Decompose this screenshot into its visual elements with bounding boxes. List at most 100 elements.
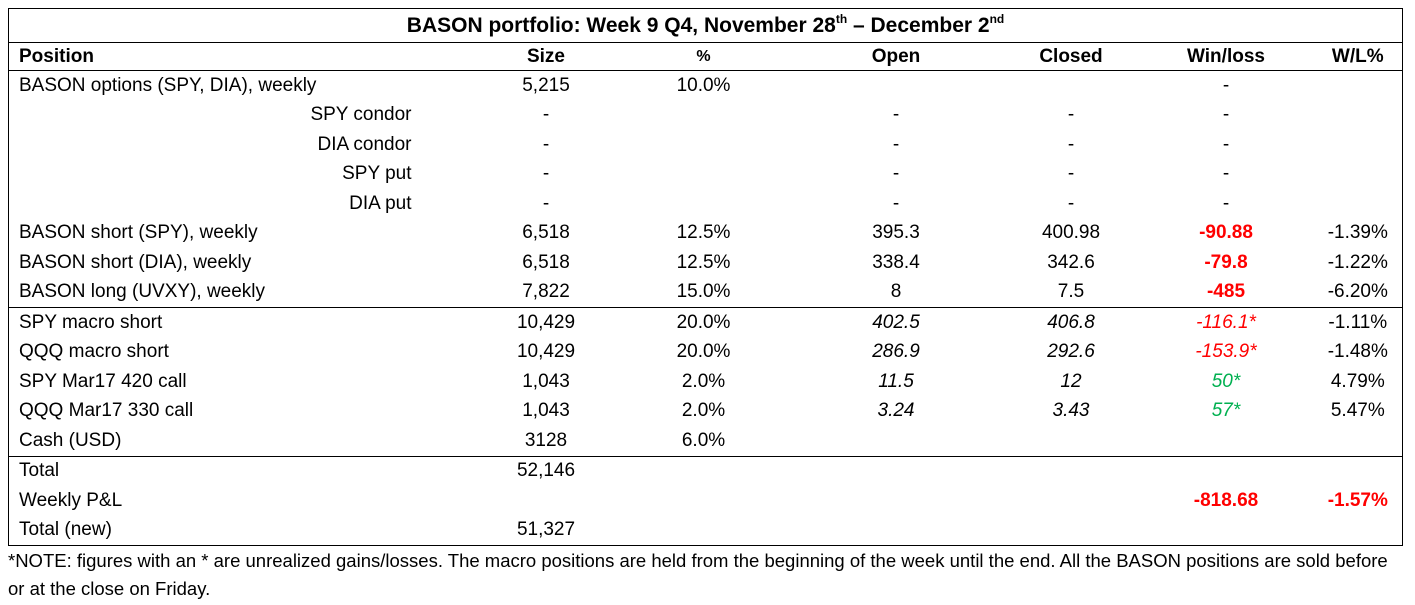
cell-win-loss: [1159, 426, 1314, 456]
cell-closed: -: [1067, 192, 1075, 214]
cell-win-loss: -: [1222, 192, 1230, 214]
cell-closed: 292.6: [1047, 341, 1095, 363]
cell-open: 395.3: [872, 222, 920, 244]
cell-open: 338.4: [872, 251, 920, 273]
cell-closed: 3.43: [1052, 400, 1090, 422]
table-row: BASON long (UVXY), weekly 7,822 15.0% 8 …: [8, 277, 1404, 308]
table-row: QQQ Mar17 330 call 1,043 2.0% 3.24 3.43 …: [8, 396, 1404, 426]
cell-closed: 406.8: [983, 307, 1159, 338]
cell-win-loss: -485: [1206, 281, 1246, 303]
cell-win-loss-percent: -6.20%: [1313, 277, 1404, 308]
cell-position: Cash (USD): [8, 426, 464, 456]
cell-percent: [629, 130, 809, 160]
cell-open: 286.9: [872, 341, 920, 363]
table-row: QQQ macro short 10,429 20.0% 286.9 292.6…: [8, 337, 1404, 367]
cell-position: SPY Mar17 420 call: [8, 367, 464, 397]
cell-open: -: [892, 192, 900, 214]
cell-win-loss-percent: [1313, 426, 1404, 456]
cell-percent: [629, 101, 809, 131]
total-new-label: Total (new): [8, 515, 464, 546]
cell-win-loss: -: [1222, 163, 1230, 185]
title-text: BASON portfolio: Week 9 Q4, November 28: [406, 13, 836, 37]
footnote: *NOTE: figures with an * are unrealized …: [8, 550, 1388, 599]
title-superscript-2: nd: [989, 11, 1005, 26]
cell-win-loss-percent: [1313, 130, 1404, 160]
cell-size: 10,429: [516, 341, 576, 363]
cell-closed: -: [1067, 163, 1075, 185]
header-row: Position Size % Open Closed Win/loss W/L…: [8, 42, 1404, 71]
cell-position: QQQ Mar17 330 call: [8, 396, 464, 426]
table-row: DIA condor - - - -: [8, 130, 1404, 160]
cell-size: 5,215: [522, 74, 570, 96]
portfolio-table-container: BASON portfolio: Week 9 Q4, November 28t…: [7, 8, 1404, 546]
cell-size: 7,822: [522, 281, 570, 303]
cell-size: -: [542, 192, 550, 214]
cell-win-loss-percent: [1313, 70, 1404, 101]
cell-position: BASON short (SPY), weekly: [8, 218, 464, 248]
cell-win-loss-percent: [1313, 100, 1404, 130]
cell-closed: [984, 71, 1159, 101]
cell-position: SPY put: [8, 159, 464, 189]
total-new-value: 51,327: [463, 515, 629, 546]
header-percent: %: [628, 42, 809, 71]
cell-open: 11.5: [878, 370, 914, 392]
table-row: DIA put - - - -: [8, 189, 1404, 219]
header-size: Size: [463, 42, 629, 71]
cell-size: -: [542, 104, 550, 126]
cell-open: [809, 426, 984, 456]
cell-open: [809, 71, 984, 101]
cell-closed: 342.6: [1047, 251, 1095, 273]
cell-percent: 12.5%: [676, 251, 731, 273]
table-row: BASON short (SPY), weekly 6,518 12.5% 39…: [8, 218, 1404, 248]
total-new-row: Total (new) 51,327: [8, 515, 1404, 546]
total-row: Total 52,146: [8, 455, 1404, 486]
weekly-pnl-value: -818.68: [1193, 489, 1259, 511]
cell-size: 6,518: [522, 251, 570, 273]
header-win-loss: Win/loss: [1158, 42, 1314, 71]
total-value: 52,146: [463, 455, 629, 486]
cell-win-loss-percent: 5.47%: [1313, 396, 1404, 426]
cell-percent: 10.0%: [676, 74, 731, 96]
cell-win-loss: -: [1222, 133, 1230, 155]
cell-percent: [629, 189, 809, 219]
cell-size: 3128: [524, 429, 568, 451]
cell-win-loss: -116.1*: [1158, 307, 1314, 338]
cell-size: -: [542, 133, 550, 155]
cell-percent: 2.0%: [681, 400, 726, 422]
cell-percent: [629, 160, 809, 190]
cell-size: 10,429: [463, 307, 629, 338]
cell-percent: 15.0%: [676, 281, 731, 303]
title-row: BASON portfolio: Week 9 Q4, November 28t…: [7, 8, 1404, 43]
portfolio-table: BASON portfolio: Week 9 Q4, November 28t…: [7, 8, 1404, 546]
cell-percent: 20.0%: [628, 307, 809, 338]
cell-win-loss: 57*: [1211, 400, 1241, 422]
header-closed: Closed: [983, 42, 1159, 71]
cell-position: DIA condor: [8, 130, 464, 160]
cell-percent: 12.5%: [676, 222, 731, 244]
table-row: SPY macro short 10,429 20.0% 402.5 406.8…: [8, 307, 1404, 338]
weekly-pnl-percent: -1.57%: [1313, 486, 1404, 516]
cell-win-loss-percent: -1.22%: [1313, 248, 1404, 278]
cell-win-loss-percent: [1313, 159, 1404, 189]
cell-open: 3.24: [877, 400, 915, 422]
cell-win-loss-percent: -1.48%: [1313, 337, 1404, 367]
cell-percent: 2.0%: [681, 370, 726, 392]
cell-win-loss-percent: [1313, 189, 1404, 219]
cell-closed: -: [1067, 133, 1075, 155]
weekly-pnl-label: Weekly P&L: [8, 486, 464, 516]
table-title: BASON portfolio: Week 9 Q4, November 28t…: [7, 8, 1404, 43]
cell-closed: -: [1067, 104, 1075, 126]
cell-size: 6,518: [522, 222, 570, 244]
table-row: SPY put - - - -: [8, 159, 1404, 190]
cell-win-loss-percent: 4.79%: [1313, 367, 1404, 397]
header-position: Position: [8, 42, 464, 71]
cell-closed: 12: [1060, 370, 1082, 392]
cell-position: BASON long (UVXY), weekly: [8, 277, 464, 308]
weekly-pnl-row: Weekly P&L -818.68 -1.57%: [8, 486, 1404, 516]
cell-win-loss: 50*: [1211, 370, 1241, 392]
cell-size: 1,043: [522, 400, 570, 422]
cell-percent: 6.0%: [681, 429, 726, 451]
cell-closed: 400.98: [1041, 222, 1101, 244]
total-label: Total: [8, 455, 464, 486]
cell-closed: [984, 426, 1159, 456]
